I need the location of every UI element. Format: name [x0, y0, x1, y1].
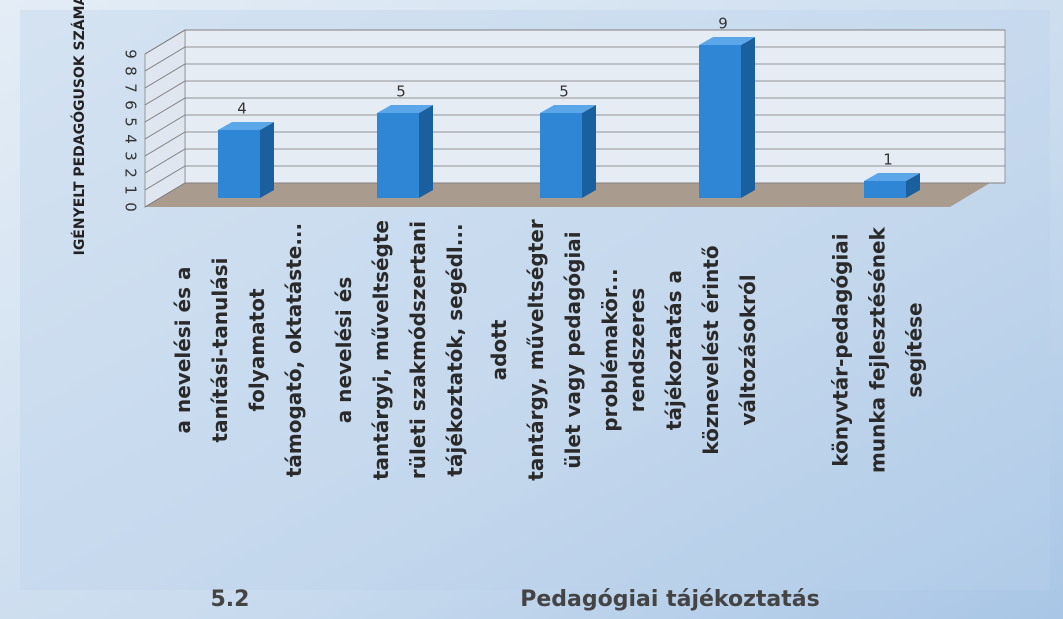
chart-title: Pedagógiai tájékoztatás [520, 587, 819, 612]
bar [699, 45, 741, 198]
grid-line [144, 182, 186, 208]
section-number: 5.2 [211, 587, 250, 612]
x-tick-label: tanítási-tanulási [208, 258, 232, 443]
y-tick-label: 9 [122, 49, 140, 59]
data-label: 1 [883, 151, 893, 169]
y-tick-label: 5 [122, 117, 140, 127]
grid-line [144, 97, 186, 123]
y-tick-label: 8 [122, 66, 140, 76]
bar-top [699, 37, 755, 45]
y-tick-label: 3 [122, 151, 140, 161]
data-label: 5 [396, 83, 406, 101]
bar-side [582, 105, 596, 198]
x-tick-label: folyamatot [245, 288, 269, 411]
y-tick-label: 0 [122, 202, 140, 212]
x-tick-label: a nevelési és a [171, 267, 195, 434]
x-tick-label: változásokról [736, 274, 760, 425]
x-tick-label: rületi szakmódszertani [406, 221, 430, 479]
x-tick-label: tantárgy, műveltségter [524, 219, 548, 481]
y-tick-label: 7 [122, 83, 140, 93]
bar-side [741, 37, 755, 198]
y-tick-label: 6 [122, 100, 140, 110]
grid-line [144, 165, 186, 191]
bar-side [260, 122, 274, 198]
grid-line [144, 114, 186, 140]
y-tick-label: 4 [122, 134, 140, 144]
x-tick-label: tájékoztatás a [662, 270, 686, 430]
bar [218, 130, 260, 198]
grid-line [144, 148, 186, 174]
y-axis-label: IGÉNYELT PEDAGÓGUSOK SZÁMA [70, 0, 88, 255]
grid-line [144, 131, 186, 157]
bar-top [540, 105, 596, 113]
bar [864, 181, 906, 198]
grid-line [144, 46, 186, 72]
x-tick-label: tantárgyi, műveltségte [369, 220, 393, 480]
bar-top [218, 122, 274, 130]
x-tick-label: segítése [903, 302, 927, 397]
data-label: 4 [237, 100, 247, 118]
bar-side [906, 173, 920, 198]
grid-line [144, 63, 186, 89]
grid-line [144, 80, 186, 106]
x-tick-label: támogató, oktatáste... [282, 223, 306, 477]
x-tick-label: problémakör... [598, 268, 622, 431]
x-tick-label: köznevelést érintő [699, 245, 723, 454]
bar [540, 113, 582, 198]
x-tick-label: ület vagy pedagógiai [561, 231, 585, 468]
bar-top [377, 105, 433, 113]
grid-line [144, 29, 186, 55]
data-label: 5 [559, 83, 569, 101]
data-label: 9 [718, 15, 728, 33]
x-tick-label: könyvtár-pedagógiai [829, 233, 853, 466]
bar-top [864, 173, 920, 181]
bar [377, 113, 419, 198]
x-tick-label: rendszeres [625, 288, 649, 412]
y-tick-label: 2 [122, 168, 140, 178]
x-tick-label: adott [487, 319, 511, 380]
x-tick-label: tájékoztatók, segédl... [443, 223, 467, 476]
x-tick-label: a nevelési és [332, 277, 356, 423]
y-tick-label: 1 [122, 185, 140, 195]
bar-side [419, 105, 433, 198]
x-tick-label: munka fejlesztésének [866, 226, 890, 473]
